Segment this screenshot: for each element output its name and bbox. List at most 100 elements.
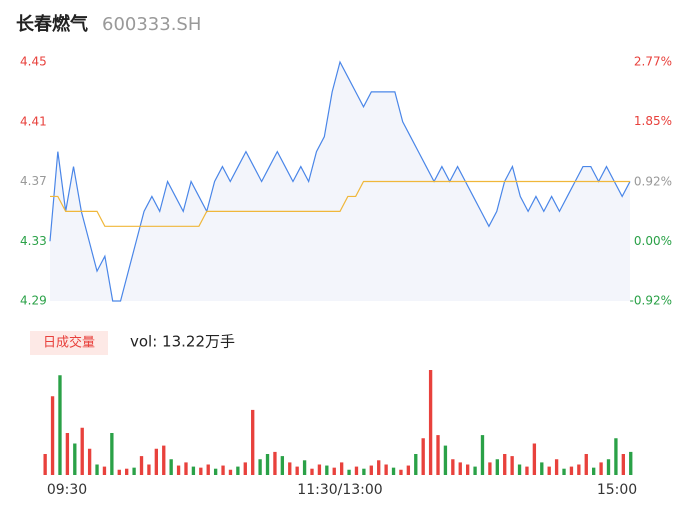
volume-bar [132, 467, 136, 475]
volume-bar [228, 469, 233, 475]
volume-bar [473, 466, 477, 475]
volume-bar [406, 465, 411, 475]
stock-name: 长春燃气 [16, 13, 88, 35]
volume-bar [621, 454, 625, 475]
y-tick-label: 4.45 [20, 55, 47, 69]
volume-bar [525, 466, 529, 475]
volume-bar [58, 375, 62, 475]
volume-bar [629, 451, 633, 475]
volume-bar [562, 468, 566, 475]
volume-bar [532, 443, 537, 475]
volume-bar [176, 465, 181, 475]
volume-bar [43, 454, 47, 475]
stock-code: 600333.SH [102, 14, 201, 35]
volume-bar [503, 454, 507, 475]
volume-bar [251, 409, 255, 475]
volume-bar [95, 464, 99, 475]
volume-bar [73, 443, 77, 475]
volume-bar [213, 468, 218, 475]
volume-bar [577, 464, 581, 475]
volume-bar [480, 435, 485, 475]
volume-bar [414, 454, 418, 475]
y2-tick-label: -0.92% [630, 294, 672, 308]
price-area [50, 62, 630, 301]
y-tick-label: 4.41 [20, 114, 47, 128]
volume-bar [599, 462, 603, 475]
volume-bar [184, 462, 188, 475]
volume-bar [428, 370, 433, 475]
volume-bar [80, 427, 84, 475]
y2-tick-label: 1.85% [634, 114, 672, 128]
volume-bar [569, 466, 574, 475]
volume-bar [65, 433, 70, 475]
x-tick-label: 09:30 [47, 482, 87, 498]
volume-bar [154, 448, 159, 475]
volume-bar [280, 456, 285, 475]
volume-bar [584, 454, 588, 475]
volume-bar [391, 467, 396, 475]
volume-bar [87, 448, 92, 475]
price-line [49, 60, 631, 302]
volume-tag [30, 331, 108, 355]
volume-bar [102, 466, 107, 475]
volume-bar [325, 465, 329, 475]
y2-tick-label: 0.92% [634, 174, 672, 188]
volume-bar [206, 464, 210, 475]
volume-bar [162, 445, 166, 475]
volume-bar [554, 459, 559, 475]
volume-bar [377, 460, 381, 475]
volume-bar [339, 462, 344, 475]
volume-bar [332, 467, 336, 475]
volume-bar [147, 464, 151, 475]
volume-bar [221, 465, 225, 475]
volume-bar [317, 464, 322, 475]
volume-label: 日成交量 [43, 335, 95, 351]
volume-bar [465, 464, 470, 475]
volume-bar [169, 459, 173, 475]
y-tick-label: 4.33 [20, 234, 47, 248]
volume-bar [614, 438, 618, 475]
average-line [50, 180, 630, 227]
volume-bar [547, 466, 551, 475]
y2-tick-label: 2.77% [634, 55, 672, 69]
y-tick-label: 4.37 [20, 174, 47, 188]
x-tick-label: 15:00 [597, 482, 637, 498]
volume-bar [436, 435, 440, 475]
volume-bar [488, 462, 492, 475]
volume-bar [347, 469, 351, 475]
volume-bar [399, 469, 403, 475]
volume-bar [243, 462, 247, 475]
volume-bar [273, 451, 277, 475]
volume-bar [295, 466, 299, 475]
volume-bar [606, 459, 611, 475]
y2-tick-label: 0.00% [634, 234, 672, 248]
y-tick-label: 4.29 [20, 294, 47, 308]
volume-bar [451, 459, 455, 475]
volume-bar [258, 459, 262, 475]
volume-bar [458, 462, 462, 475]
volume-bar [443, 445, 448, 475]
volume-bar [421, 438, 425, 475]
volume-bar [369, 465, 373, 475]
volume-bar [50, 396, 55, 475]
volume-bar [302, 460, 307, 475]
volume-bar [110, 433, 114, 475]
volume-bar [117, 469, 121, 475]
volume-bar [191, 466, 196, 475]
volume-bar [354, 466, 359, 475]
volume-bar [510, 456, 514, 475]
volume-bar [199, 467, 203, 475]
volume-bar [517, 464, 522, 475]
volume-bar [236, 466, 240, 475]
volume-bar [265, 454, 270, 475]
volume-bar [540, 462, 544, 475]
volume-bar [362, 468, 366, 475]
volume-bar [125, 468, 129, 475]
volume-total: vol: 13.22万手 [130, 333, 235, 351]
x-tick-label: 11:30/13:00 [297, 482, 382, 498]
volume-bar [384, 464, 388, 475]
volume-bar [495, 459, 499, 475]
volume-bar [310, 468, 314, 475]
